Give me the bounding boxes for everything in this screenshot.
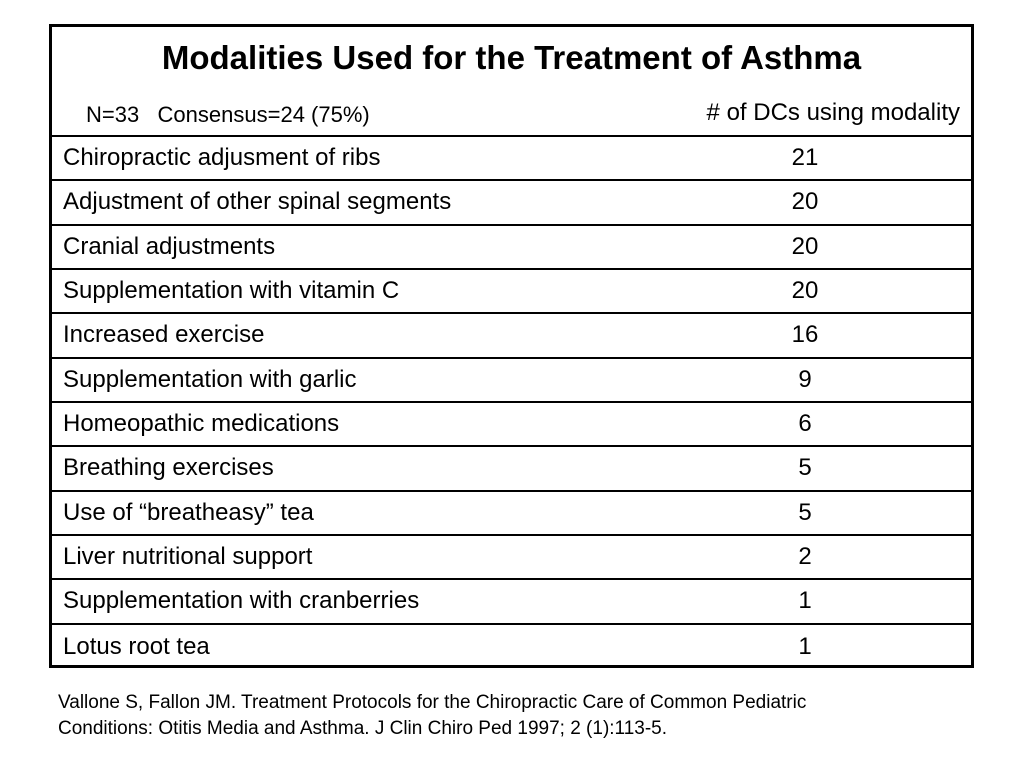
citation-line-2: Conditions: Otitis Media and Asthma. J C…: [58, 718, 668, 739]
modality-cell: Lotus root tea: [63, 632, 210, 660]
count-cell: 9: [798, 365, 812, 393]
table-header: Modalities Used for the Treatment of Ast…: [52, 27, 971, 137]
count-cell: 20: [791, 232, 819, 260]
modality-cell: Supplementation with vitamin C: [63, 277, 400, 305]
count-cell: 20: [791, 188, 819, 216]
table-body: Chiropractic adjusment of ribs 21 Adjustme…: [52, 137, 971, 669]
count-column-header: # of DCs using modality: [706, 99, 960, 126]
table-row: Use of “breatheasy” tea 5: [52, 492, 971, 536]
table-row: Liver nutritional support 2: [52, 536, 971, 581]
count-cell: 2: [798, 543, 812, 571]
count-cell: 16: [791, 321, 819, 349]
table-title: Modalities Used for the Treatment of Ast…: [161, 39, 862, 76]
count-cell: 5: [798, 498, 812, 526]
modality-cell: Homeopathic medications: [63, 410, 340, 438]
citation: Vallone S, Fallon JM. Treatment Protocol…: [58, 690, 998, 742]
modality-cell: Cranial adjustments: [63, 232, 276, 260]
modality-cell: Adjustment of other spinal segments: [63, 188, 452, 216]
modalities-table: Modalities Used for the Treatment of Ast…: [49, 24, 974, 668]
table-row: Chiropractic adjusment of ribs 21: [52, 137, 971, 182]
table-row: Homeopathic medications 6: [52, 403, 971, 448]
modality-cell: Breathing exercises: [63, 454, 274, 482]
count-cell: 1: [798, 632, 812, 660]
count-cell: 5: [798, 454, 812, 482]
table-row: Supplementation with garlic 9: [52, 359, 971, 403]
table-row: Cranial adjustments 20: [52, 226, 971, 270]
count-cell: 21: [791, 144, 819, 172]
table-row: Supplementation with vitamin C 20: [52, 270, 971, 315]
modality-cell: Supplementation with cranberries: [63, 587, 420, 615]
table-row: Adjustment of other spinal segments 20: [52, 181, 971, 226]
count-cell: 6: [798, 410, 812, 438]
count-cell: 20: [791, 277, 819, 305]
table-row: Lotus root tea 1: [52, 625, 971, 669]
table-row: Breathing exercises 5: [52, 447, 971, 492]
modality-cell: Increased exercise: [63, 321, 265, 349]
table-row: Increased exercise 16: [52, 314, 971, 359]
count-cell: 1: [798, 587, 812, 615]
modality-cell: Use of “breatheasy” tea: [63, 498, 314, 526]
sample-size-note: N=33 Consensus=24 (75%): [86, 102, 370, 127]
table-row: Supplementation with cranberries 1: [52, 580, 971, 625]
modality-cell: Liver nutritional support: [63, 543, 313, 571]
modality-cell: Supplementation with garlic: [63, 365, 357, 393]
modality-cell: Chiropractic adjusment of ribs: [63, 144, 381, 172]
citation-line-1: Vallone S, Fallon JM. Treatment Protocol…: [58, 692, 807, 713]
